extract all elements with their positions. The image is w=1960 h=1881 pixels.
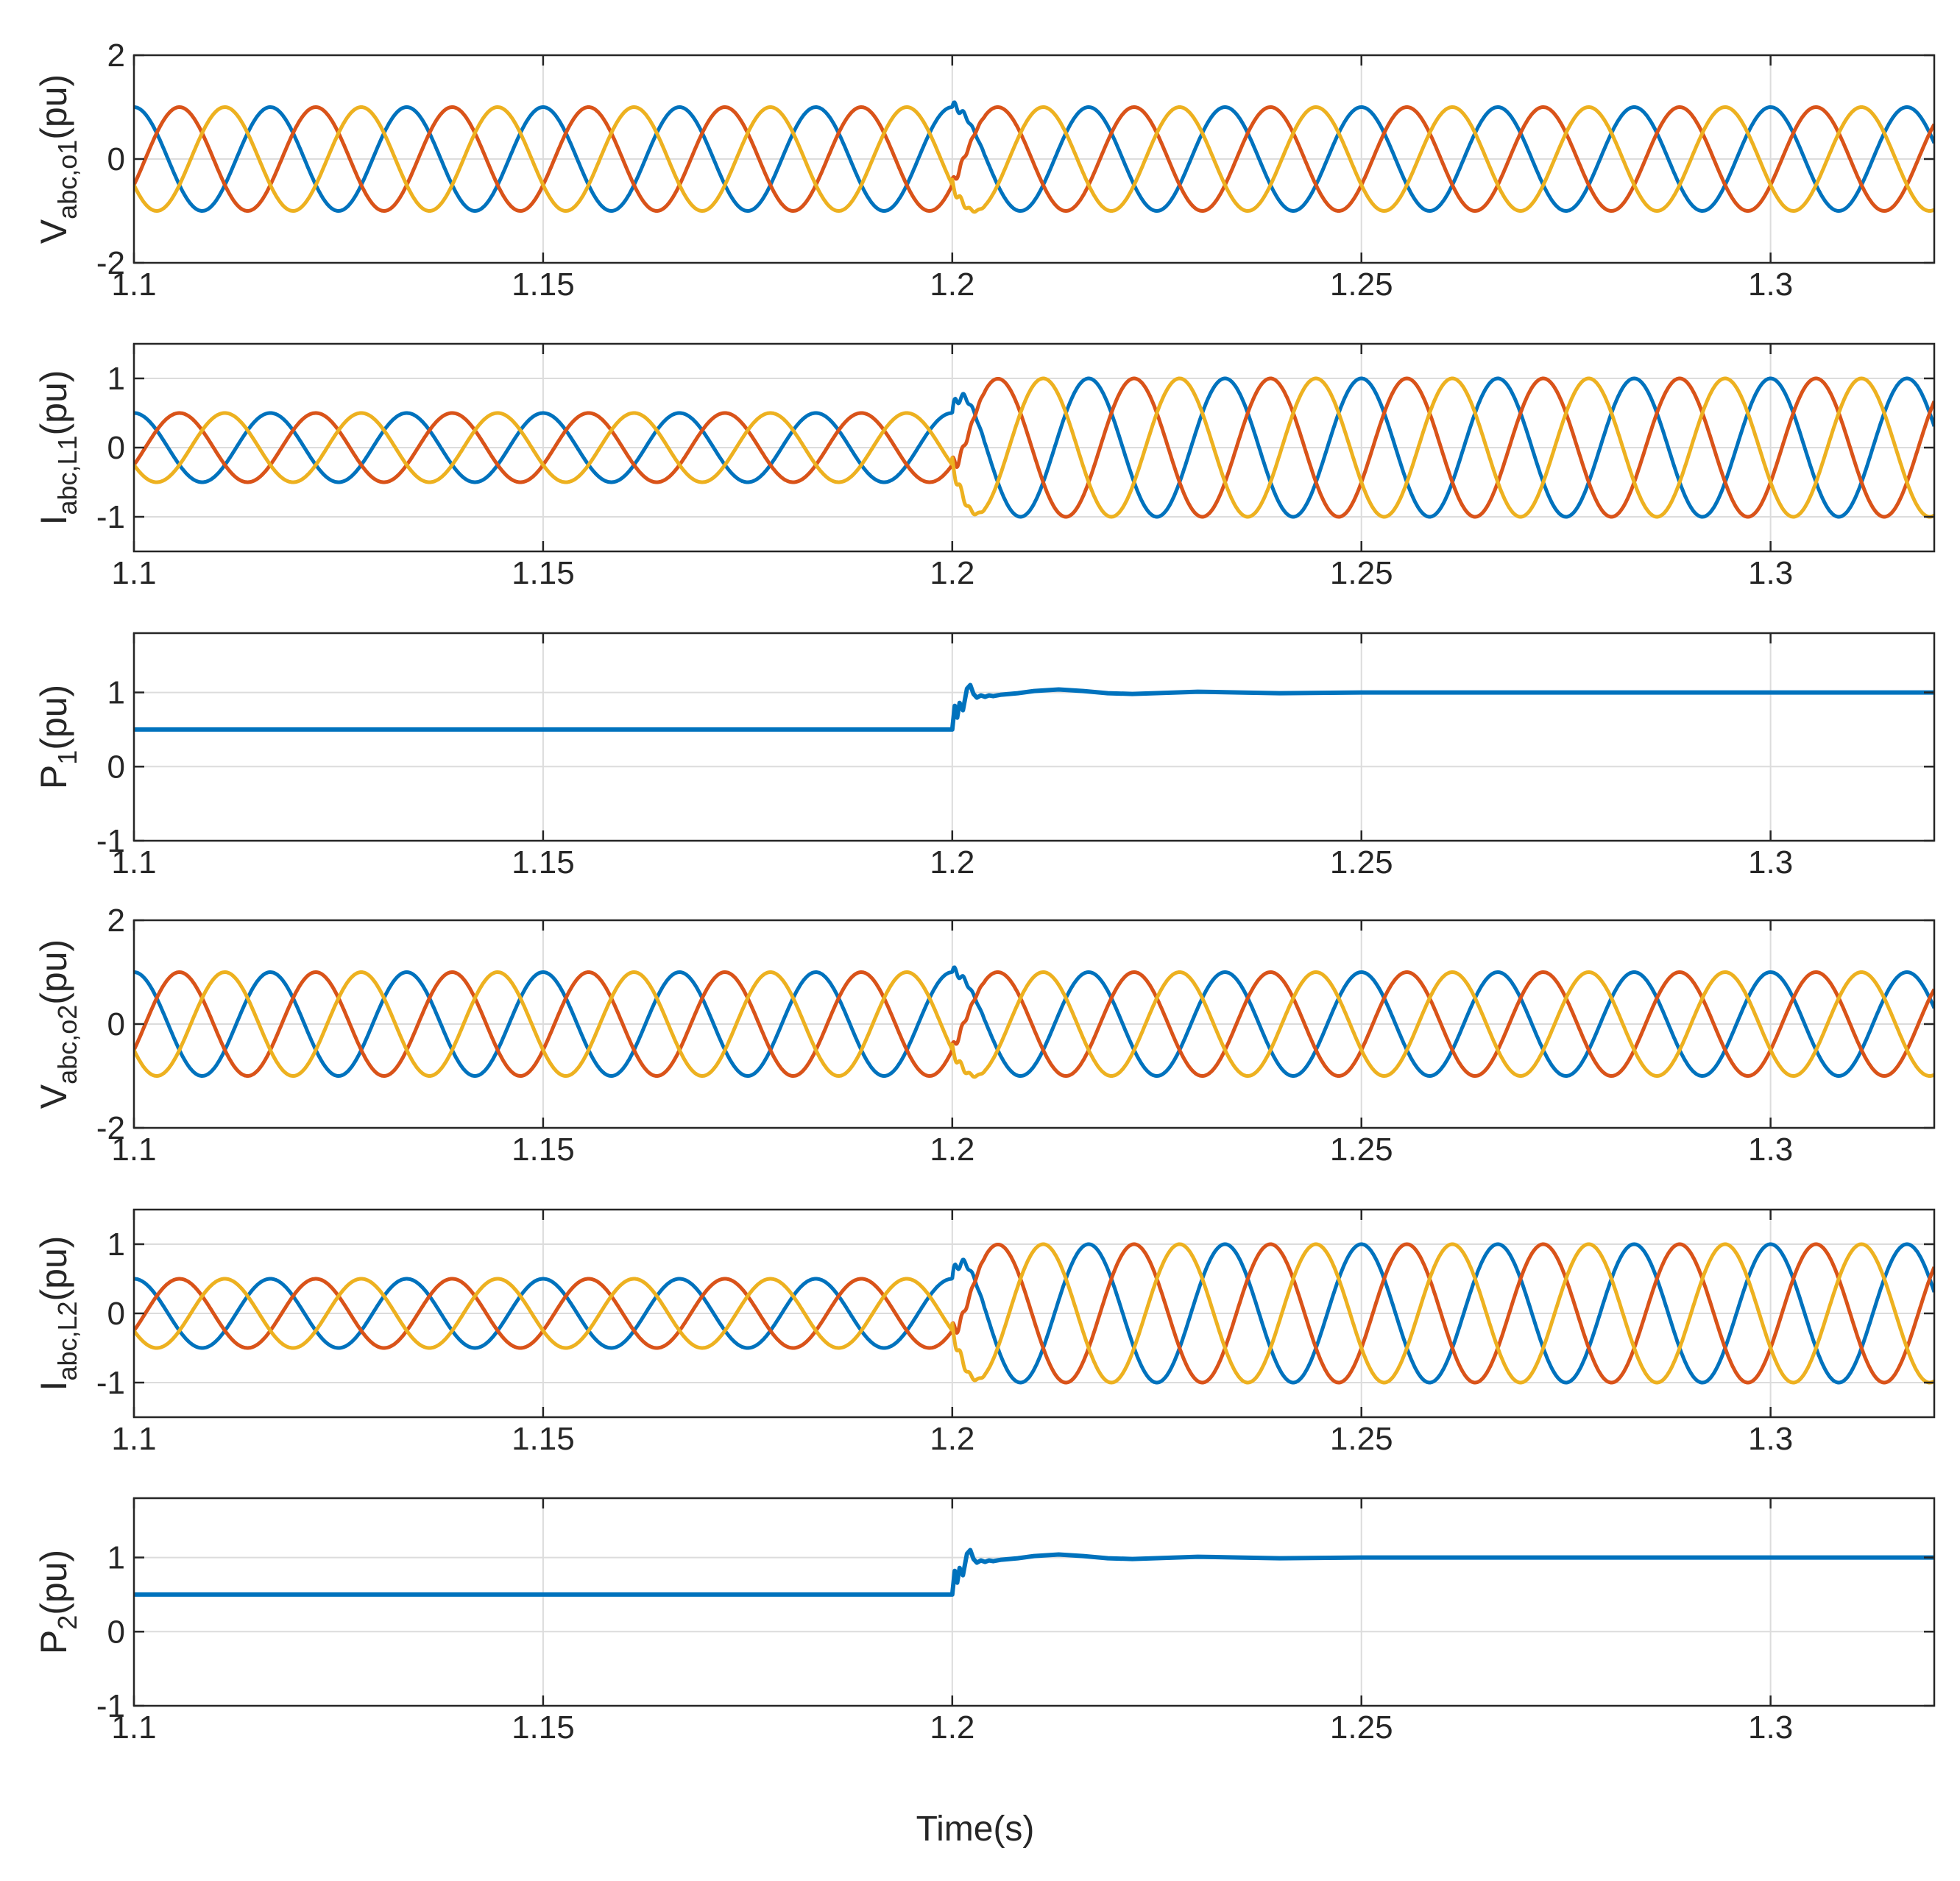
x-tick-label: 1.3 xyxy=(1748,844,1793,880)
subplot-5: 1.1 1.15 1.2 1.25 1.3 -1 0 1 Iabc,L2(pu) xyxy=(33,1208,1936,1457)
y-axis-label-unit: (pu) xyxy=(33,74,74,140)
series-line-phase-a xyxy=(134,376,1934,519)
x-tick-label: 1.25 xyxy=(1330,844,1393,880)
x-tick-label: 1.3 xyxy=(1748,267,1793,303)
y-axis-label-unit: (pu) xyxy=(33,1236,74,1302)
y-tick-label: 1 xyxy=(107,675,125,711)
plot-area xyxy=(134,1242,1934,1385)
y-tick-label: -2 xyxy=(96,1110,125,1146)
series-line-phase-c xyxy=(134,376,1934,519)
y-tick-label: 0 xyxy=(107,141,125,177)
x-tick-label: 1.1 xyxy=(111,1132,156,1168)
x-tick-label: 1.2 xyxy=(930,1709,974,1746)
y-tick-label: -1 xyxy=(96,1688,125,1724)
series-line-phase-a xyxy=(134,965,1934,1078)
y-axis-label-subscript: abc,L2 xyxy=(52,1301,82,1380)
y-axis-label-unit: (pu) xyxy=(33,939,74,1005)
plot-area xyxy=(134,965,1934,1079)
x-tick-label: 1.15 xyxy=(512,267,575,303)
subplot-2: 1.1 1.15 1.2 1.25 1.3 -1 0 1 Iabc,L1(pu) xyxy=(33,342,1936,591)
y-tick-label: 2 xyxy=(107,903,125,939)
y-axis-label: P2(pu) xyxy=(33,1550,82,1654)
y-axis-label: Vabc,o2(pu) xyxy=(33,939,82,1109)
plot-area xyxy=(134,682,1934,732)
series-line-phase-a xyxy=(134,100,1934,213)
y-axis-label: P1(pu) xyxy=(33,685,82,789)
x-tick-label: 1.1 xyxy=(111,267,156,303)
plot-area xyxy=(134,100,1934,214)
y-tick-label: 2 xyxy=(107,38,125,74)
x-tick-label: 1.15 xyxy=(512,1709,575,1746)
subplot-1: 1.1 1.15 1.2 1.25 1.3 -2 0 2 Vabc,o1(pu) xyxy=(33,38,1936,303)
x-tick-label: 1.25 xyxy=(1330,1709,1393,1746)
y-axis-label-subscript: 1 xyxy=(52,750,82,765)
y-tick-label: 0 xyxy=(107,749,125,785)
series-line-phase-a xyxy=(134,1242,1934,1385)
y-tick-label: 1 xyxy=(107,361,125,397)
x-tick-label: 1.3 xyxy=(1748,1709,1793,1746)
x-tick-label: 1.15 xyxy=(512,1132,575,1168)
x-tick-label: 1.3 xyxy=(1748,555,1793,591)
y-axis-label: Iabc,L2(pu) xyxy=(33,1236,82,1391)
y-tick-label: 1 xyxy=(107,1227,125,1263)
x-tick-label: 1.3 xyxy=(1748,1132,1793,1168)
y-tick-label: 0 xyxy=(107,1614,125,1650)
y-axis-label-subscript: abc,o1 xyxy=(52,140,82,219)
y-axis-label-unit: (pu) xyxy=(33,370,74,436)
y-axis-label-unit: (pu) xyxy=(33,685,74,750)
series-line-phase-c xyxy=(134,970,1934,1079)
x-tick-label: 1.1 xyxy=(111,1709,156,1746)
y-axis-label-subscript: abc,o2 xyxy=(52,1005,82,1084)
y-axis-label-subscript: 2 xyxy=(52,1615,82,1630)
y-axis-label-main: I xyxy=(33,515,74,526)
y-axis-label-unit: (pu) xyxy=(33,1550,74,1615)
y-tick-label: -1 xyxy=(96,1365,125,1401)
axes-frame xyxy=(132,632,1936,842)
series-line-phase-c xyxy=(134,1242,1934,1385)
x-tick-label: 1.25 xyxy=(1330,555,1393,591)
x-tick-label: 1.25 xyxy=(1330,1421,1393,1457)
x-tick-label: 1.1 xyxy=(111,844,156,880)
x-tick-label: 1.2 xyxy=(930,1132,974,1168)
x-tick-label: 1.15 xyxy=(512,1421,575,1457)
plot-area xyxy=(134,376,1934,519)
y-axis-label-main: I xyxy=(33,1381,74,1391)
x-axis-label: Time(s) xyxy=(916,1810,1035,1849)
x-tick-label: 1.1 xyxy=(111,1421,156,1457)
subplot-4: 1.1 1.15 1.2 1.25 1.3 -2 0 2 Vabc,o2(pu) xyxy=(33,903,1936,1168)
y-axis-label-main: P xyxy=(33,765,74,789)
x-tick-label: 1.1 xyxy=(111,555,156,591)
x-tick-label: 1.2 xyxy=(930,1421,974,1457)
plot-area xyxy=(134,1547,1934,1597)
x-tick-label: 1.2 xyxy=(930,555,974,591)
y-axis-label-main: P xyxy=(33,1630,74,1654)
y-axis-label-subscript: abc,L1 xyxy=(52,435,82,515)
x-tick-label: 1.25 xyxy=(1330,1132,1393,1168)
series-line-phase-c xyxy=(134,105,1934,214)
y-tick-label: 0 xyxy=(107,1006,125,1042)
x-tick-label: 1.2 xyxy=(930,844,974,880)
y-tick-label: -1 xyxy=(96,823,125,859)
series-line-power xyxy=(134,682,1934,732)
y-tick-label: -1 xyxy=(96,499,125,535)
x-tick-label: 1.3 xyxy=(1748,1421,1793,1457)
y-tick-label: 0 xyxy=(107,1296,125,1332)
y-tick-label: -2 xyxy=(96,245,125,281)
y-axis-label-main: V xyxy=(33,1084,74,1109)
y-tick-label: 0 xyxy=(107,430,125,466)
y-axis-label: Vabc,o1(pu) xyxy=(33,74,82,244)
y-axis-label-main: V xyxy=(33,219,74,244)
x-tick-label: 1.25 xyxy=(1330,267,1393,303)
axes-frame xyxy=(132,1497,1936,1707)
y-tick-label: 1 xyxy=(107,1540,125,1576)
subplot-6: 1.1 1.15 1.2 1.25 1.3 -1 0 1 P2(pu) xyxy=(33,1497,1936,1746)
x-tick-label: 1.2 xyxy=(930,267,974,303)
y-axis-label: Iabc,L1(pu) xyxy=(33,370,82,526)
x-tick-label: 1.15 xyxy=(512,555,575,591)
x-tick-label: 1.15 xyxy=(512,844,575,880)
series-line-power xyxy=(134,1547,1934,1597)
